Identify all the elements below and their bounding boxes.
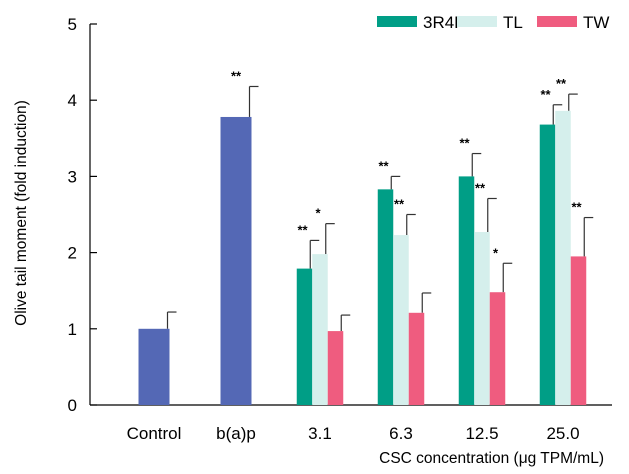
significance-marker: ** <box>231 68 242 83</box>
bar-25.0-TW: ** <box>570 200 594 405</box>
significance-marker: ** <box>459 136 470 151</box>
bar-rect <box>393 235 409 405</box>
y-ticks: 0 1 2 3 4 5 <box>68 15 97 415</box>
x-tick-label: 3.1 <box>308 424 332 443</box>
bar-rect <box>555 110 571 406</box>
bar-rect <box>570 256 587 405</box>
bar-3.1-3R4F: ** <box>296 222 320 405</box>
bar-12.5-3R4F: ** <box>458 136 482 405</box>
x-tick-label: 12.5 <box>465 424 498 443</box>
bar-rect <box>377 189 394 405</box>
y-tick-label: 2 <box>68 244 77 263</box>
bar-6.3-3R4F: ** <box>377 158 401 405</box>
legend-label: TL <box>503 13 523 32</box>
bar-rect <box>539 124 556 406</box>
significance-marker: ** <box>556 76 567 91</box>
legend-swatch <box>377 16 417 27</box>
bar-6.3-TL: ** <box>393 197 416 405</box>
bar-rect <box>220 116 252 406</box>
bar-rect <box>138 328 170 405</box>
legend-item-3R4F: 3R4F <box>377 13 465 32</box>
y-tick-label: 1 <box>68 320 77 339</box>
x-tick-label: Control <box>127 424 182 443</box>
y-tick-label: 3 <box>68 167 77 186</box>
legend-item-TW: TW <box>537 13 609 32</box>
bar-Control-control <box>138 311 177 405</box>
bar-3.1-TW <box>327 314 351 405</box>
legend-swatch <box>537 16 577 27</box>
bar-b(a)p-bap: ** <box>220 68 259 406</box>
bar-rect <box>474 232 490 405</box>
bar-12.5-TL: ** <box>474 180 497 405</box>
legend-label: TW <box>583 13 609 32</box>
bar-25.0-TL: ** <box>555 76 578 406</box>
bar-12.5-TW: * <box>489 245 513 405</box>
significance-marker: * <box>493 245 499 260</box>
x-tick-label: 25.0 <box>546 424 579 443</box>
significance-marker: ** <box>297 222 308 237</box>
bar-25.0-3R4F: ** <box>539 87 563 406</box>
x-tick-label: 6.3 <box>389 424 413 443</box>
legend-swatch <box>457 16 497 27</box>
y-tick-label: 5 <box>68 15 77 34</box>
bar-rect <box>312 254 328 405</box>
bar-rect <box>458 176 475 405</box>
x-tick-labels: Control b(a)p 3.1 6.3 12.5 25.0 <box>127 424 580 443</box>
bar-6.3-TW <box>408 292 432 405</box>
y-tick-label: 4 <box>68 91 77 110</box>
bar-rect <box>296 268 313 405</box>
significance-marker: ** <box>475 180 486 195</box>
axes <box>89 24 612 406</box>
significance-marker: * <box>315 206 321 221</box>
bar-rect <box>327 331 344 405</box>
bar-rect <box>489 292 506 405</box>
legend: 3R4F TL TW <box>377 13 609 32</box>
legend-item-TL: TL <box>457 13 523 32</box>
x-tick-label: b(a)p <box>216 424 256 443</box>
bar-rect <box>408 312 425 405</box>
legend-label: 3R4F <box>423 13 465 32</box>
significance-marker: ** <box>540 87 551 102</box>
x-axis-label: CSC concentration (μg TPM/mL) <box>379 450 604 467</box>
bar-3.1-TL: * <box>312 206 335 405</box>
bars: ******************** <box>138 68 594 406</box>
y-axis-label: Olive tail moment (fold induction) <box>13 100 30 326</box>
significance-marker: ** <box>571 200 582 215</box>
significance-marker: ** <box>378 158 389 173</box>
significance-marker: ** <box>394 197 405 212</box>
y-tick-label: 0 <box>68 396 77 415</box>
